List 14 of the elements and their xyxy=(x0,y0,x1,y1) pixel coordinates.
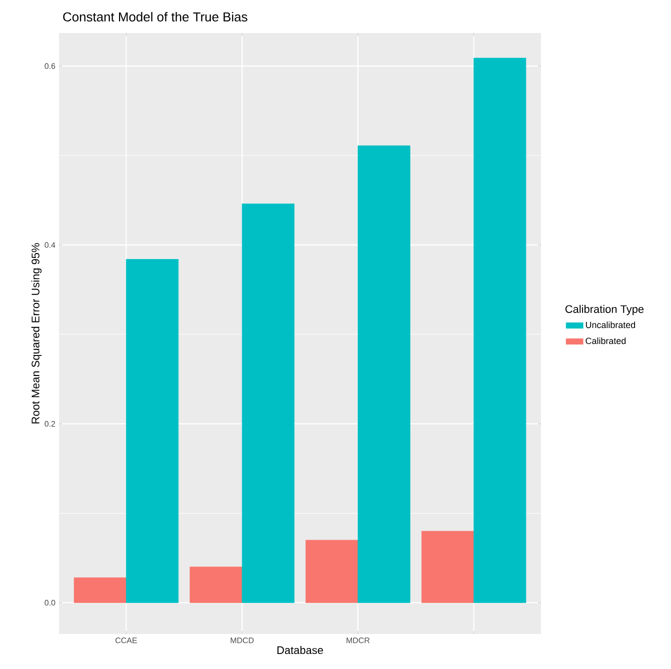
bar xyxy=(474,58,526,603)
bar xyxy=(306,540,358,603)
bar xyxy=(358,145,410,603)
bar xyxy=(126,259,179,603)
legend-title: Calibration Type xyxy=(565,304,644,316)
bar xyxy=(190,566,242,603)
x-axis-title: Database xyxy=(277,646,323,654)
legend-label: Calibrated xyxy=(586,337,626,344)
y-axis-title: Root Mean Squared Error Using 95% xyxy=(31,243,42,424)
bar xyxy=(74,577,126,603)
legend-label: Uncalibrated xyxy=(586,322,636,328)
chart-title: Constant Model of the True Bias xyxy=(63,12,248,22)
bar xyxy=(421,530,474,603)
bar xyxy=(242,204,294,603)
